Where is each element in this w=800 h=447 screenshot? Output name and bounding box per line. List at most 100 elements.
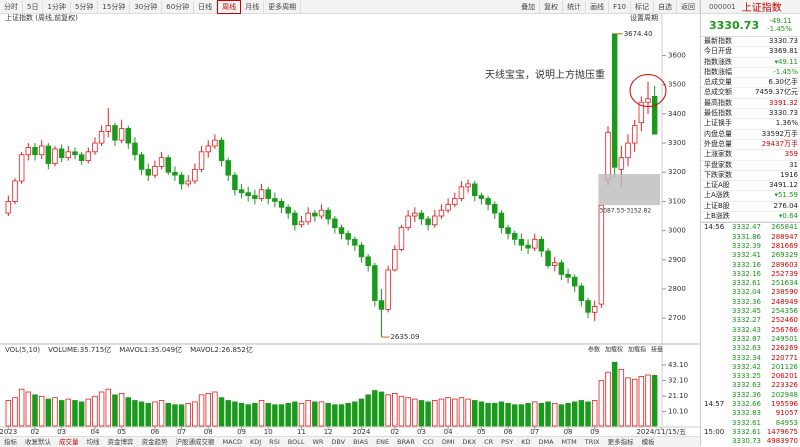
candle-body <box>618 157 625 170</box>
candle-body <box>392 249 398 271</box>
volume-bar <box>225 400 231 427</box>
volume-bar <box>72 400 78 427</box>
indicator-tab[interactable]: DMA <box>538 438 554 446</box>
indicator-tab[interactable]: DMI <box>441 438 455 446</box>
trade-price: 3332.16 <box>732 269 761 278</box>
tool-button[interactable]: 画线 <box>586 0 610 13</box>
indicator-tab[interactable]: 收复默认 <box>25 438 51 446</box>
quote-value: 3491.12 <box>769 181 798 190</box>
trade-row: 3330.73 4983970 <box>701 437 800 446</box>
x-tick-label: 08 <box>564 428 573 436</box>
candle-body <box>238 189 245 194</box>
quote-row: 上A涨跌 ▾51.59 <box>701 191 800 202</box>
period-tab[interactable]: 15分钟 <box>98 0 131 13</box>
indicator-tab[interactable]: MTM <box>561 438 577 446</box>
trade-volume: 202948 <box>771 390 798 399</box>
volume-label: VOL(5,10) <box>5 346 40 354</box>
indicator-tab[interactable]: DKX <box>462 438 477 446</box>
x-tick-label: 2024/11/15/五 <box>636 428 686 436</box>
indicator-tab[interactable]: WR <box>312 438 324 446</box>
volume-bar <box>432 400 438 427</box>
trade-row: 3332.87 249501 <box>701 335 800 344</box>
period-tab[interactable]: 分时 <box>0 0 23 13</box>
candle-body <box>472 183 478 196</box>
quote-row: 最低指数 3330.73 <box>701 109 800 120</box>
volume-bar <box>518 404 525 427</box>
trade-volume: 1479675 <box>766 427 798 436</box>
high-label: 3674.40 <box>624 30 653 38</box>
tool-button[interactable]: 返回 <box>677 0 700 13</box>
period-tab[interactable]: 月线 <box>241 0 265 13</box>
indicator-tab[interactable]: 资金趋势 <box>141 438 168 446</box>
candle-body <box>12 180 18 202</box>
candle-body <box>218 139 225 161</box>
indicator-tab[interactable]: CCI <box>422 438 434 446</box>
tool-button[interactable]: 复权 <box>540 0 564 13</box>
indicator-tab[interactable]: TRIX <box>584 438 600 446</box>
tool-button[interactable]: 叠加 <box>517 0 541 13</box>
indicator-tab[interactable]: 模板 <box>641 438 655 446</box>
indicator-tab[interactable]: MACD <box>222 438 242 446</box>
period-tab[interactable]: 5日 <box>23 0 44 13</box>
volume-bar <box>645 374 651 427</box>
trade-row: 3333.25 206201 <box>701 372 800 381</box>
candle-body <box>585 300 591 313</box>
quote-label: 总成交量 <box>704 78 732 87</box>
indicator-tab[interactable]: BIAS <box>353 438 369 446</box>
trade-row: 3332.39 281669 <box>701 242 800 251</box>
candle-body <box>225 160 231 176</box>
indicator-tab[interactable]: 沪股通成交额 <box>175 438 215 446</box>
period-tab[interactable]: 1分钟 <box>43 0 71 13</box>
period-tab[interactable]: 更多周期 <box>264 0 302 13</box>
indicator-tab[interactable]: CR <box>484 438 494 446</box>
trade-time <box>704 363 726 372</box>
candle-body <box>578 285 585 302</box>
tool-button[interactable]: 自选 <box>654 0 677 13</box>
candle-body <box>605 131 611 180</box>
indicator-tab[interactable]: 成交量 <box>59 438 79 446</box>
indicator-tab[interactable]: PSY <box>501 438 514 446</box>
quote-panel: 000001 上证指数 3330.73 -49.11 -1.45% 最新指数 33… <box>700 0 800 446</box>
candle-body <box>438 209 445 217</box>
quote-label: 上证B股 <box>704 201 730 210</box>
indicator-tab[interactable]: DBV <box>331 438 346 446</box>
trade-price: 3332.45 <box>732 307 761 316</box>
indicator-tab[interactable]: KDJ <box>249 438 262 446</box>
indicator-tab[interactable]: BOLL <box>287 438 305 446</box>
tool-button[interactable]: 统计 <box>563 0 587 13</box>
period-toolbar: 分时 5日 1分钟 5分钟 15分钟 30分钟 60分钟 日线 周线 月线 更多周期 叠加 复权 统计 画线… <box>0 0 700 14</box>
period-tab[interactable]: 周线 <box>217 0 242 14</box>
indicator-tab[interactable]: BRAR <box>397 438 415 446</box>
volume-button[interactable]: 参数 <box>588 346 600 354</box>
trade-price: 3332.66 <box>732 399 761 408</box>
quote-row: 外盘总量 29437万手 <box>701 140 800 151</box>
quote-value: 3369.81 <box>769 47 798 56</box>
quote-label: 最低指数 <box>704 109 732 118</box>
indicator-tab[interactable]: 资金博弈 <box>107 438 134 446</box>
period-tab[interactable]: 60分钟 <box>162 0 195 13</box>
tool-button[interactable]: 标记 <box>631 0 654 13</box>
quote-row: 上涨家数 359 <box>701 150 800 161</box>
indicator-tab[interactable]: 指标 <box>4 438 17 446</box>
volume-bar <box>218 397 225 427</box>
trade-time <box>704 391 726 400</box>
indicator-tab[interactable]: ENE <box>376 438 390 446</box>
indicator-tab[interactable]: 更多指标 <box>607 438 634 446</box>
period-tab[interactable]: 日线 <box>194 0 218 13</box>
quote-label: 下跌家数 <box>704 170 732 179</box>
volume-button[interactable]: 加载指 <box>628 346 646 354</box>
tool-button[interactable]: F10 <box>609 0 631 13</box>
volume-bar <box>205 393 211 427</box>
indicator-tab[interactable]: 均线 <box>86 438 100 446</box>
indicator-tab[interactable]: RSI <box>269 438 280 446</box>
y-tick-label: 3600 <box>668 52 686 60</box>
volume-button[interactable]: 接盘 <box>651 346 663 354</box>
y-tick-label: 3300 <box>668 139 686 147</box>
trade-price: 3332.61 <box>732 427 761 436</box>
volume-bar <box>212 391 218 427</box>
period-tab[interactable]: 5分钟 <box>71 0 99 13</box>
volume-button[interactable]: 加载权 <box>605 346 623 354</box>
indicator-tab[interactable]: KD <box>521 438 531 446</box>
volume-y-tick-label: 32.10 <box>668 377 688 385</box>
period-tab[interactable]: 30分钟 <box>130 0 163 13</box>
